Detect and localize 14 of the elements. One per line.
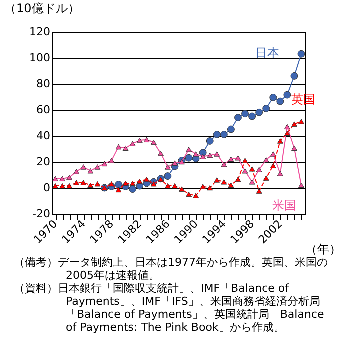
text: （資料）日本銀行「国際収支統計」、IMF「Balance of Payments」、IMF「IFS」、米国商務省経済分析局「Balance of Payments」、英国統計局「Balance of Payments: The Pink Book」から作成。 bbox=[14, 282, 326, 334]
text: （備考）データ制約上、日本は1977年から作成。英国、米国の2005年は速報値。 bbox=[14, 256, 329, 282]
y-tick-label: 60 bbox=[36, 104, 50, 116]
series-label: 日本 bbox=[255, 46, 280, 60]
y-tick-label: 20 bbox=[36, 156, 50, 168]
x-axis-title: （年） bbox=[306, 242, 342, 256]
y-tick-label: 0 bbox=[44, 182, 50, 194]
y-axis-title: （10億ドル） bbox=[4, 2, 80, 16]
y-tick-label: 100 bbox=[30, 52, 50, 64]
y-tick-label: -20 bbox=[32, 208, 50, 220]
y-tick-label: 80 bbox=[36, 78, 50, 90]
series-label: 米国 bbox=[272, 198, 296, 212]
y-tick-label: 120 bbox=[30, 26, 50, 38]
y-tick-label: 40 bbox=[36, 130, 50, 142]
